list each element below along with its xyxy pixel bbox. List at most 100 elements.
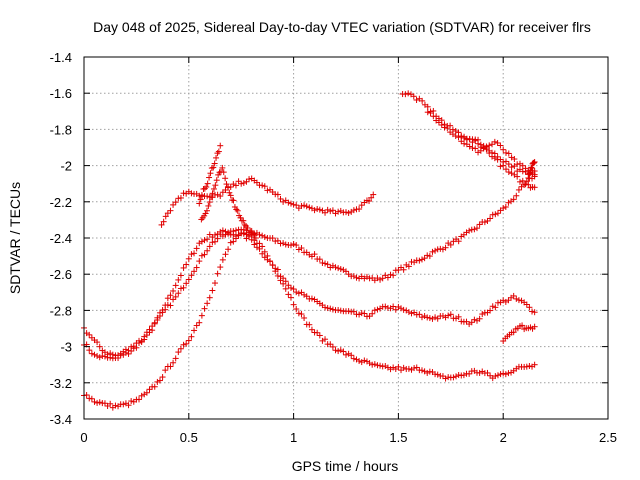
data-point — [531, 158, 538, 165]
data-point — [324, 305, 331, 312]
data-point — [324, 261, 331, 268]
data-point — [444, 125, 451, 132]
y-tick-label: -2.8 — [50, 303, 72, 318]
data-point — [494, 210, 501, 217]
data-point — [308, 326, 315, 333]
y-tick-label: -3.2 — [50, 376, 72, 391]
data-point — [453, 315, 460, 322]
y-tick-label: -3.4 — [50, 412, 72, 427]
data-point — [219, 233, 226, 240]
data-point — [405, 90, 412, 97]
data-point — [377, 276, 384, 283]
data-point — [343, 209, 349, 216]
data-point — [212, 280, 218, 287]
data-point — [410, 93, 417, 100]
data-point — [361, 310, 368, 317]
data-point — [345, 308, 352, 315]
data-point — [267, 258, 274, 265]
x-tick-label: 2 — [500, 430, 507, 445]
data-point — [322, 336, 329, 343]
data-point — [101, 400, 108, 407]
data-point — [295, 246, 302, 253]
data-point — [358, 202, 365, 209]
data-point — [240, 180, 247, 187]
data-point — [117, 350, 124, 357]
data-point — [361, 357, 368, 364]
data-point — [170, 287, 177, 294]
data-point — [306, 204, 313, 211]
data-point — [358, 359, 365, 366]
data-point — [484, 369, 491, 376]
data-point — [175, 290, 182, 297]
data-point — [395, 303, 402, 310]
data-point — [515, 186, 522, 193]
data-point — [230, 181, 237, 188]
x-tick-label: 2.5 — [599, 430, 617, 445]
chart-title: Day 048 of 2025, Sidereal Day-to-day VTE… — [93, 19, 591, 35]
data-point — [434, 315, 441, 322]
data-point — [337, 207, 344, 214]
data-point — [251, 231, 258, 238]
data-point — [225, 246, 232, 253]
x-tick-label: 0 — [80, 430, 87, 445]
data-point — [402, 91, 409, 98]
data-point — [133, 344, 140, 351]
grid-lines — [84, 57, 608, 419]
data-point — [215, 171, 222, 178]
data-point — [177, 345, 184, 352]
data-point — [329, 207, 336, 214]
data-point — [191, 327, 198, 334]
data-point — [204, 236, 211, 243]
data-point — [475, 149, 482, 156]
data-point — [432, 314, 439, 321]
data-point — [374, 306, 381, 313]
data-point — [526, 304, 533, 311]
data-point — [96, 399, 103, 406]
data-point — [418, 314, 425, 321]
data-point — [293, 289, 300, 296]
data-point — [259, 243, 266, 250]
data-point — [526, 363, 533, 370]
data-point — [231, 203, 238, 210]
data-point — [177, 285, 184, 292]
data-point — [369, 310, 376, 317]
data-point — [314, 329, 321, 336]
data-point — [167, 302, 174, 309]
data-point — [196, 192, 203, 199]
data-point — [530, 159, 537, 166]
data-point — [261, 234, 268, 241]
data-point — [505, 370, 512, 377]
data-point — [141, 391, 148, 398]
data-point — [256, 231, 263, 238]
data-point — [170, 359, 177, 366]
data-point — [531, 361, 538, 368]
data-point — [531, 309, 538, 316]
data-point — [274, 191, 281, 198]
data-point — [232, 182, 239, 189]
data-point — [502, 158, 509, 165]
data-point — [525, 181, 532, 188]
data-point — [227, 239, 234, 246]
data-point — [287, 200, 294, 207]
data-point — [418, 367, 425, 374]
data-point — [136, 339, 143, 346]
data-point — [188, 251, 195, 258]
data-point — [96, 343, 103, 350]
data-point — [222, 251, 229, 258]
x-axis-label: GPS time / hours — [292, 458, 399, 474]
data-point — [345, 209, 352, 216]
data-point — [243, 178, 250, 185]
data-point — [225, 230, 232, 237]
data-point — [319, 259, 326, 266]
data-point — [280, 240, 287, 247]
data-point — [384, 274, 391, 281]
data-point — [497, 371, 504, 378]
data-point — [353, 274, 360, 281]
data-point — [531, 173, 538, 180]
data-point — [233, 206, 240, 213]
data-point — [491, 155, 498, 162]
data-point — [487, 215, 494, 222]
data-point — [369, 361, 376, 368]
data-point — [128, 398, 135, 405]
